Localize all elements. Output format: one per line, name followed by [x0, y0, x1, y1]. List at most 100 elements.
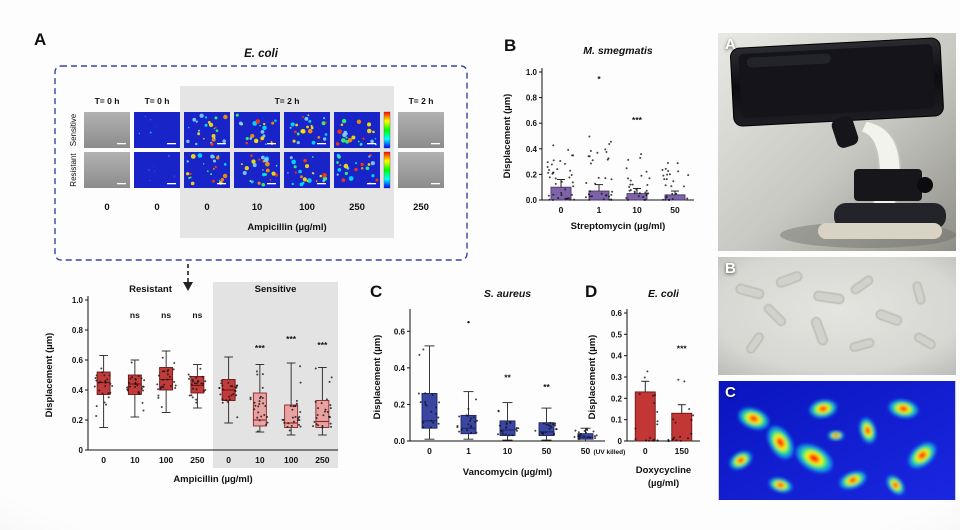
foot — [818, 223, 942, 239]
data-point — [587, 155, 590, 158]
speckle — [223, 114, 228, 120]
speckle — [264, 143, 267, 146]
significance-label: *** — [286, 334, 297, 344]
speckle — [265, 161, 270, 167]
x-tick-label: 100 — [284, 455, 298, 465]
micrograph-flow-tile — [184, 152, 230, 188]
data-point — [228, 395, 231, 398]
data-point — [221, 398, 224, 401]
data-point — [588, 135, 591, 138]
data-point — [291, 416, 294, 419]
y-tick-label: 0.8 — [526, 94, 538, 103]
data-point — [190, 394, 193, 397]
speckle — [357, 140, 360, 143]
data-point — [195, 382, 198, 385]
speckle — [190, 181, 195, 186]
speckle — [186, 172, 190, 176]
speckle — [222, 173, 228, 179]
data-point — [109, 391, 112, 394]
data-point — [174, 384, 177, 387]
data-point — [220, 379, 223, 382]
data-point — [555, 428, 558, 431]
dose-label: 250 — [413, 202, 429, 213]
speckle — [370, 161, 375, 166]
speckle — [203, 137, 205, 140]
data-point — [236, 416, 239, 419]
data-point — [649, 436, 652, 439]
data-point — [664, 198, 667, 201]
data-point — [554, 177, 557, 180]
data-point — [422, 426, 425, 429]
data-point — [195, 376, 198, 379]
data-point — [95, 379, 98, 382]
data-point — [473, 420, 476, 423]
data-point — [195, 388, 198, 391]
speckle — [337, 168, 342, 172]
speckle — [324, 121, 327, 124]
data-point — [193, 382, 196, 385]
data-point — [298, 423, 301, 426]
data-point — [316, 413, 319, 416]
data-point — [419, 401, 422, 404]
data-point — [287, 422, 290, 425]
speckle — [220, 178, 225, 182]
data-point — [322, 414, 325, 417]
data-point — [547, 168, 550, 171]
data-point — [288, 429, 291, 432]
data-point — [625, 196, 628, 199]
data-point — [235, 384, 238, 387]
data-point — [228, 398, 231, 401]
scale-bar — [431, 183, 440, 185]
data-point — [256, 430, 259, 433]
scale-bar — [317, 183, 326, 185]
speckle — [271, 121, 275, 125]
data-point — [138, 392, 141, 395]
speckle — [294, 171, 297, 174]
data-point — [548, 176, 551, 179]
data-point — [560, 180, 563, 183]
data-point — [192, 380, 195, 383]
x-tick-label: 0 — [643, 446, 648, 456]
data-point — [627, 198, 630, 201]
speckle — [261, 172, 266, 177]
data-point — [156, 383, 159, 386]
data-point — [221, 388, 224, 391]
y-tick-label: 0.6 — [611, 309, 623, 318]
data-point — [552, 193, 555, 196]
data-point — [329, 407, 332, 410]
colorbar — [383, 151, 391, 189]
micrograph-flow-tile — [234, 152, 280, 188]
data-point — [546, 161, 549, 164]
photo-heatmap-bacteria: C — [718, 381, 956, 500]
speckle — [262, 125, 267, 131]
y-tick-label: 0.4 — [526, 145, 538, 154]
speckle — [294, 130, 297, 134]
data-point — [551, 172, 554, 175]
data-point — [500, 429, 503, 432]
data-point — [129, 377, 132, 380]
data-point — [589, 190, 592, 193]
data-point — [588, 198, 591, 201]
data-point — [577, 434, 580, 437]
data-point — [610, 178, 613, 181]
speckle — [240, 163, 243, 166]
data-point — [141, 385, 144, 388]
data-point — [314, 367, 317, 370]
significance-label: *** — [677, 343, 688, 353]
speckle — [215, 155, 220, 160]
dose-axis-label: Ampicillin (µg/ml) — [247, 222, 326, 233]
data-point — [605, 194, 608, 197]
data-point — [677, 378, 680, 381]
data-point — [550, 163, 553, 166]
data-point — [627, 158, 630, 161]
y-tick-label: 0.2 — [611, 394, 623, 403]
speckle — [292, 139, 296, 143]
data-point — [547, 194, 550, 197]
data-point — [283, 421, 286, 424]
speckle — [195, 120, 198, 123]
data-point — [668, 173, 671, 176]
data-point — [542, 422, 545, 425]
speckle — [215, 129, 219, 133]
data-point — [130, 361, 133, 364]
data-point — [596, 151, 599, 154]
